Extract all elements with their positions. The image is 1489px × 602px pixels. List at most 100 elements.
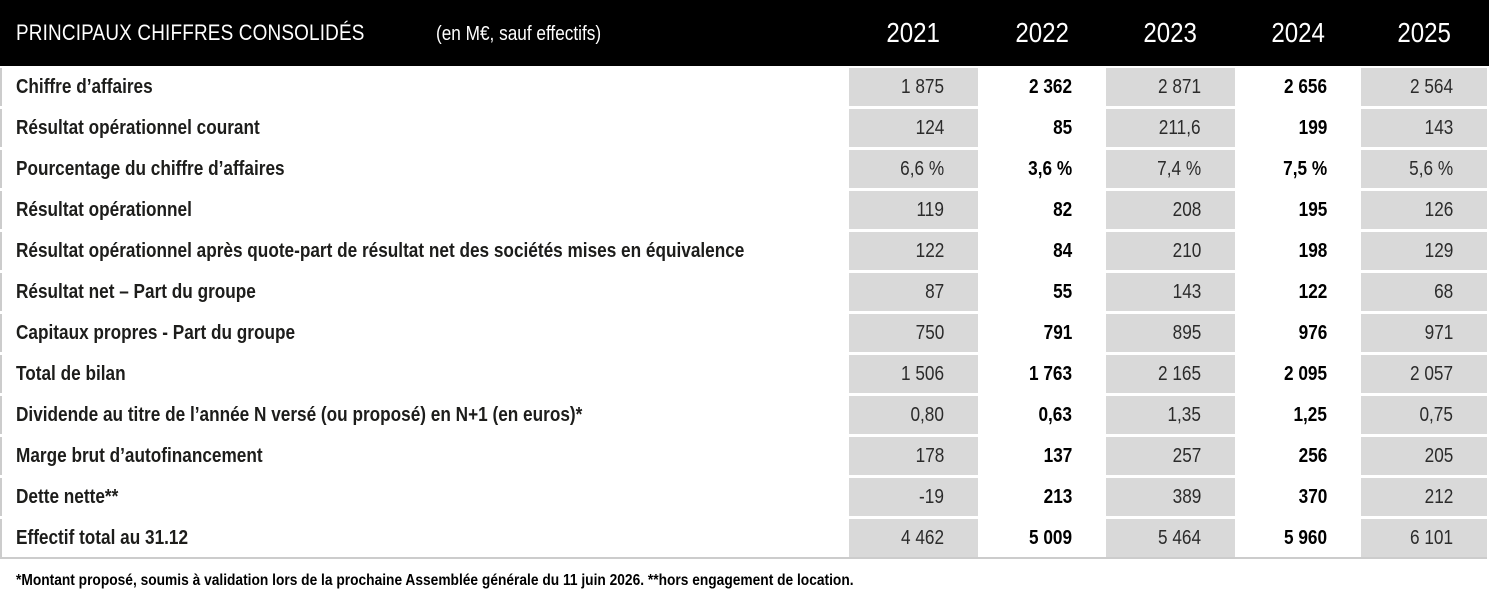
cell-value: 178: [915, 444, 944, 467]
value-cell-2024: 122: [1235, 273, 1361, 311]
value-cell-2021: 124: [849, 109, 978, 147]
cell-value: 389: [1172, 485, 1201, 508]
table-row: Résultat opérationnel 119 82 208 195 126: [0, 191, 1487, 229]
value-cell-2021: 87: [849, 273, 978, 311]
cell-value: 211,6: [1159, 116, 1201, 139]
table-row: Résultat opérationnel courant 124 85 211…: [0, 109, 1487, 147]
value-cell-2023: 2 165: [1106, 355, 1235, 393]
footnote: *Montant proposé, soumis à validation lo…: [0, 572, 1489, 590]
value-cell-2024: 2 656: [1235, 68, 1361, 106]
cell-value: 5 960: [1283, 526, 1327, 549]
cell-value: 2 656: [1283, 75, 1327, 98]
row-label: Chiffre d’affaires: [16, 75, 153, 98]
cell-value: 210: [1172, 239, 1201, 262]
row-label-cell: Effectif total au 31.12: [0, 519, 849, 557]
cell-value: 55: [1052, 280, 1072, 303]
row-label-cell: Dividende au titre de l’année N versé (o…: [0, 396, 849, 434]
cell-value: 2 362: [1028, 75, 1072, 98]
value-cell-2023: 257: [1106, 437, 1235, 475]
value-cell-2025: 5,6 %: [1361, 150, 1487, 188]
cell-value: 1,25: [1293, 403, 1327, 426]
value-cell-2023: 208: [1106, 191, 1235, 229]
cell-value: 7,4 %: [1157, 157, 1201, 180]
cell-value: 257: [1172, 444, 1201, 467]
cell-value: 1,35: [1167, 403, 1201, 426]
value-cell-2022: 137: [978, 437, 1106, 475]
column-header-2023: 2023: [1106, 17, 1235, 49]
table-body: Chiffre d’affaires 1 875 2 362 2 871 2 6…: [0, 68, 1487, 559]
value-cell-2025: 6 101: [1361, 519, 1487, 557]
value-cell-2024: 1,25: [1235, 396, 1361, 434]
table-row: Dividende au titre de l’année N versé (o…: [0, 396, 1487, 434]
cell-value: 84: [1052, 239, 1072, 262]
cell-value: 213: [1043, 485, 1072, 508]
cell-value: 971: [1424, 321, 1453, 344]
value-cell-2023: 210: [1106, 232, 1235, 270]
value-cell-2024: 195: [1235, 191, 1361, 229]
cell-value: 750: [915, 321, 944, 344]
value-cell-2021: 750: [849, 314, 978, 352]
value-cell-2023: 5 464: [1106, 519, 1235, 557]
cell-value: 87: [924, 280, 944, 303]
cell-value: -19: [919, 485, 944, 508]
value-cell-2021: -19: [849, 478, 978, 516]
value-cell-2024: 198: [1235, 232, 1361, 270]
row-label: Dividende au titre de l’année N versé (o…: [16, 403, 583, 426]
value-cell-2022: 5 009: [978, 519, 1106, 557]
row-label: Capitaux propres - Part du groupe: [16, 321, 296, 344]
cell-value: 2 165: [1157, 362, 1201, 385]
year-label: 2022: [1015, 17, 1069, 48]
row-label: Dette nette**: [16, 485, 119, 508]
table-row: Effectif total au 31.12 4 462 5 009 5 46…: [0, 519, 1487, 557]
cell-value: 1 506: [900, 362, 944, 385]
row-label: Effectif total au 31.12: [16, 526, 189, 549]
cell-value: 5 009: [1028, 526, 1072, 549]
cell-value: 137: [1043, 444, 1072, 467]
value-cell-2024: 5 960: [1235, 519, 1361, 557]
cell-value: 5,6 %: [1409, 157, 1453, 180]
cell-value: 6 101: [1409, 526, 1453, 549]
cell-value: 1 763: [1028, 362, 1072, 385]
value-cell-2021: 122: [849, 232, 978, 270]
column-header-2021: 2021: [849, 17, 978, 49]
year-label: 2025: [1397, 17, 1451, 48]
year-label: 2023: [1143, 17, 1198, 48]
cell-value: 122: [1298, 280, 1327, 303]
value-cell-2021: 6,6 %: [849, 150, 978, 188]
value-cell-2022: 82: [978, 191, 1106, 229]
value-cell-2025: 212: [1361, 478, 1487, 516]
table-title: PRINCIPAUX CHIFFRES CONSOLIDÉS: [16, 20, 365, 45]
row-label-cell: Capitaux propres - Part du groupe: [0, 314, 849, 352]
cell-value: 122: [915, 239, 944, 262]
value-cell-2025: 129: [1361, 232, 1487, 270]
value-cell-2025: 2 057: [1361, 355, 1487, 393]
value-cell-2023: 1,35: [1106, 396, 1235, 434]
cell-value: 85: [1052, 116, 1072, 139]
value-cell-2024: 256: [1235, 437, 1361, 475]
year-label: 2024: [1271, 17, 1325, 48]
value-cell-2024: 2 095: [1235, 355, 1361, 393]
row-label-cell: Pourcentage du chiffre d’affaires: [0, 150, 849, 188]
year-label: 2021: [886, 17, 941, 48]
value-cell-2024: 976: [1235, 314, 1361, 352]
cell-value: 2 564: [1409, 75, 1453, 98]
value-cell-2024: 7,5 %: [1235, 150, 1361, 188]
column-header-2022: 2022: [978, 17, 1106, 49]
cell-value: 208: [1172, 198, 1201, 221]
row-label: Pourcentage du chiffre d’affaires: [16, 157, 285, 180]
row-label-cell: Résultat opérationnel après quote-part d…: [0, 232, 849, 270]
value-cell-2025: 971: [1361, 314, 1487, 352]
cell-value: 205: [1424, 444, 1453, 467]
value-cell-2022: 0,63: [978, 396, 1106, 434]
cell-value: 370: [1298, 485, 1327, 508]
cell-value: 129: [1424, 239, 1453, 262]
cell-value: 2 871: [1157, 75, 1201, 98]
row-label: Total de bilan: [16, 362, 126, 385]
value-cell-2024: 199: [1235, 109, 1361, 147]
cell-value: 0,63: [1038, 403, 1072, 426]
value-cell-2021: 178: [849, 437, 978, 475]
cell-value: 68: [1433, 280, 1453, 303]
table-row: Dette nette** -19 213 389 370 212: [0, 478, 1487, 516]
value-cell-2022: 2 362: [978, 68, 1106, 106]
cell-value: 143: [1424, 116, 1453, 139]
